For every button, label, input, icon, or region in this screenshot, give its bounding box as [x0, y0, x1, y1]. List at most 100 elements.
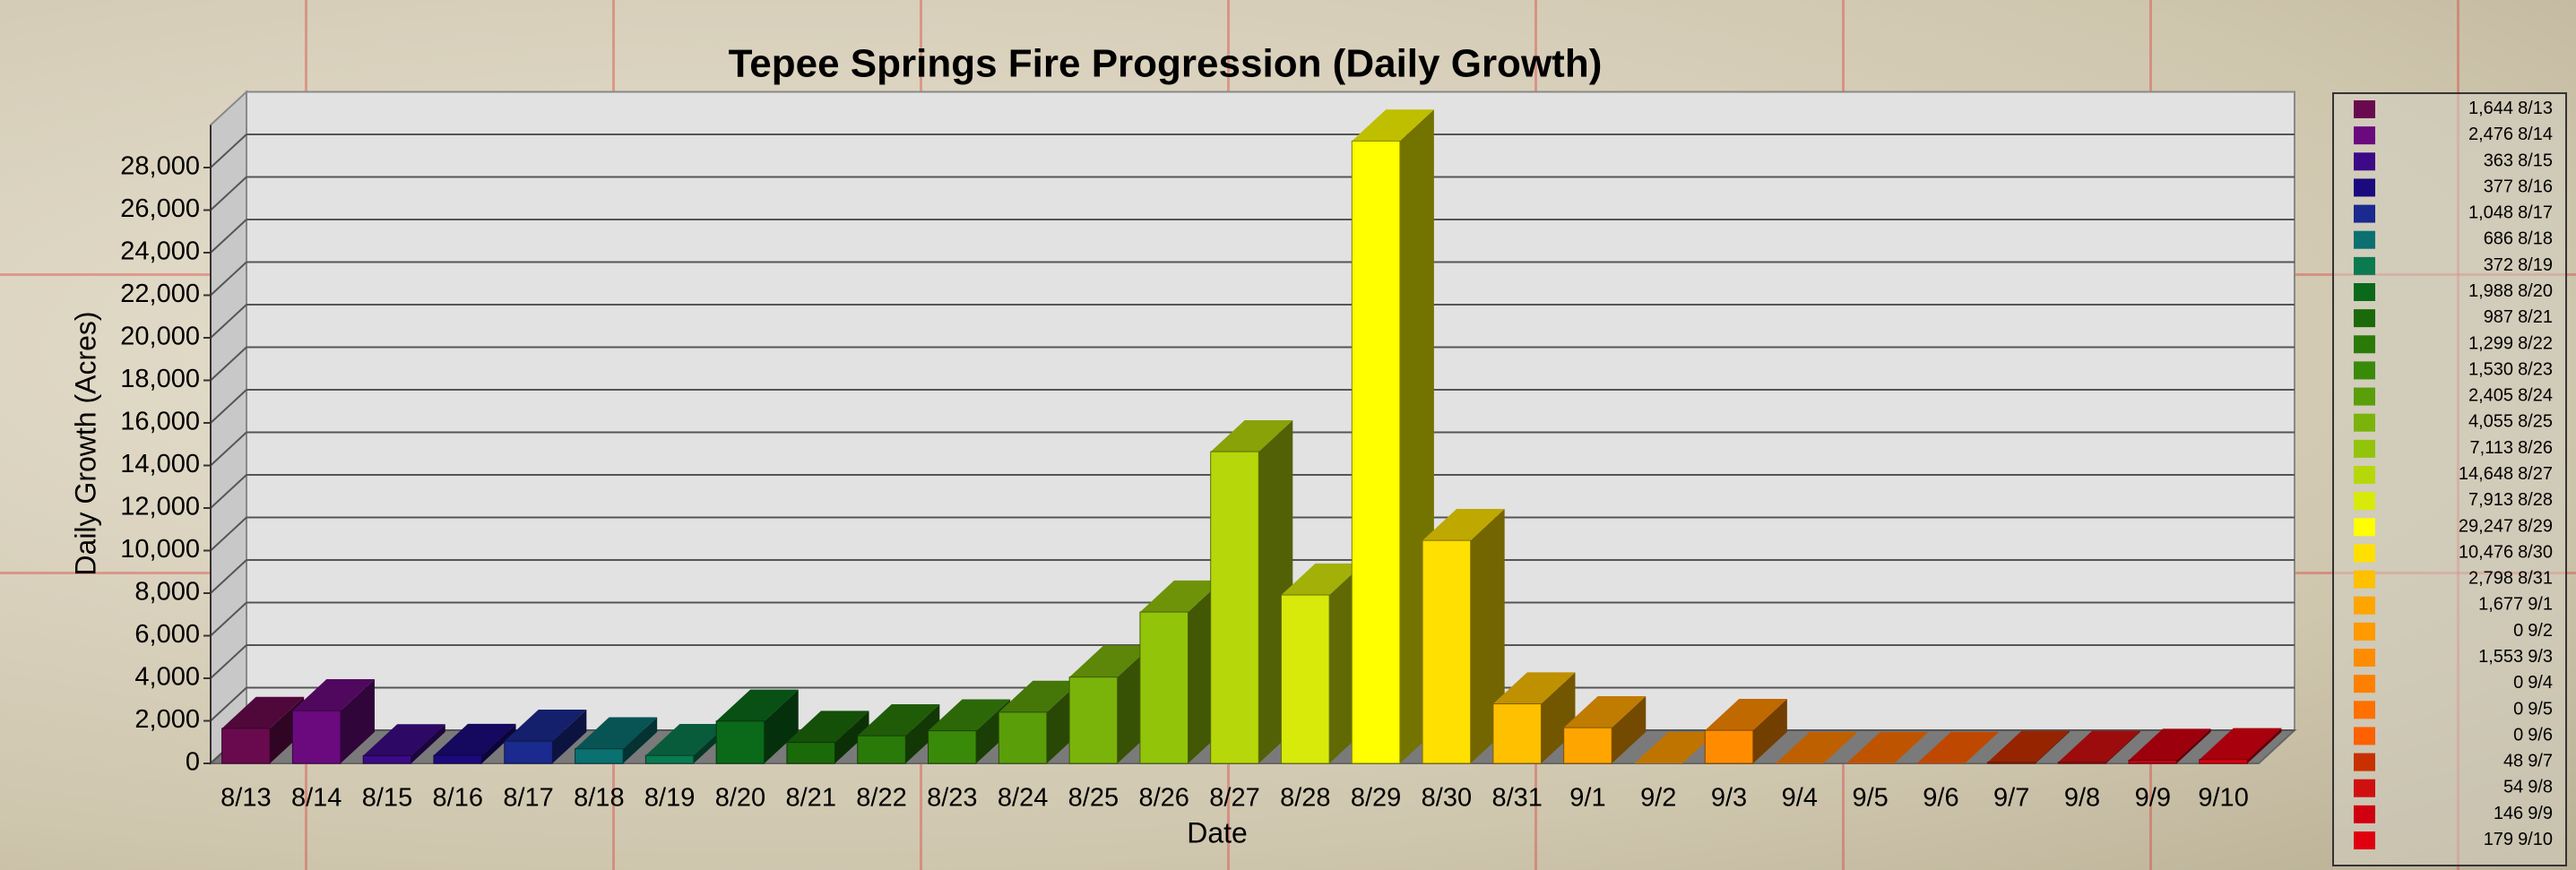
bar	[716, 721, 765, 763]
legend-value: 1,644	[2468, 99, 2513, 118]
legend-date: 9/6	[2528, 726, 2553, 745]
chart-title: Tepee Springs Fire Progression (Daily Gr…	[729, 42, 1603, 86]
legend-value: 4,055	[2468, 412, 2513, 432]
legend-date: 8/16	[2518, 177, 2553, 197]
legend-date: 8/15	[2518, 151, 2553, 171]
x-tick-label: 9/3	[1711, 784, 1747, 813]
x-tick-label: 8/23	[927, 784, 977, 813]
x-tick-label: 8/19	[644, 784, 695, 813]
x-tick-label: 8/21	[786, 784, 836, 813]
legend-date: 8/24	[2518, 386, 2553, 406]
bar	[1211, 452, 1259, 763]
legend-date: 8/31	[2518, 569, 2553, 589]
legend-swatch	[2354, 623, 2375, 641]
bar	[1564, 728, 1612, 763]
legend-value: 1,553	[2478, 647, 2523, 667]
bar	[2200, 760, 2248, 763]
legend-value: 1,048	[2468, 203, 2513, 223]
legend-label: 3728/19	[2484, 255, 2553, 275]
x-tick-label: 8/16	[433, 784, 483, 813]
legend-swatch	[2354, 518, 2375, 536]
legend-value: 1,988	[2468, 281, 2513, 301]
y-tick-label: 14,000	[120, 450, 200, 478]
y-tick-label: 16,000	[120, 408, 200, 436]
legend-value: 146	[2494, 804, 2523, 823]
x-tick-label: 8/14	[291, 784, 341, 813]
y-tick-label: 18,000	[120, 365, 200, 393]
bar	[1140, 612, 1189, 763]
y-axis-title: Daily Growth (Acres)	[69, 311, 101, 575]
bar	[1282, 595, 1330, 763]
legend-label: 10,4768/30	[2459, 543, 2553, 563]
y-tick-label: 22,000	[120, 280, 200, 308]
legend-date: 9/7	[2528, 752, 2553, 771]
bar	[292, 711, 341, 763]
legend-label: 1,644 8/13	[2468, 99, 2553, 118]
legend-swatch	[2354, 388, 2375, 406]
x-tick-label: 9/9	[2135, 784, 2171, 813]
legend-swatch	[2354, 571, 2375, 589]
legend-swatch	[2354, 754, 2375, 771]
legend-value: 987	[2484, 307, 2513, 327]
legend-label: 48 9/7	[2503, 752, 2553, 771]
legend-value: 372	[2484, 255, 2513, 275]
x-tick-label: 8/30	[1422, 784, 1472, 813]
legend-label: 7,1138/26	[2469, 438, 2553, 458]
legend-date: 9/8	[2528, 778, 2553, 797]
bar	[222, 728, 271, 763]
x-tick-label: 9/2	[1640, 784, 1676, 813]
legend-label: 1469/9	[2494, 804, 2553, 823]
x-tick-label: 9/4	[1782, 784, 1818, 813]
legend-swatch	[2354, 178, 2375, 196]
legend-swatch	[2354, 805, 2375, 823]
legend-value: 1,677	[2478, 595, 2523, 615]
chart: Tepee Springs Fire Progression (Daily Gr…	[0, 0, 2576, 870]
legend-swatch	[2354, 440, 2375, 458]
legend-date: 9/3	[2528, 647, 2553, 667]
y-tick-label: 6,000	[134, 620, 200, 649]
legend-value: 0	[2513, 673, 2523, 693]
legend-swatch	[2354, 780, 2375, 797]
x-axis-title: Date	[1187, 816, 1248, 848]
x-tick-label: 9/5	[1852, 784, 1888, 813]
legend-swatch	[2354, 205, 2375, 223]
legend-value: 54	[2503, 778, 2523, 797]
y-tick-label: 26,000	[120, 194, 200, 223]
legend-date: 8/13	[2518, 99, 2553, 118]
legend-value: 363	[2484, 151, 2513, 171]
legend-date: 8/14	[2518, 125, 2553, 144]
legend-label: 7,9138/28	[2468, 490, 2553, 510]
legend-swatch	[2354, 231, 2375, 249]
bar	[2129, 761, 2177, 763]
legend-date: 8/27	[2518, 464, 2553, 484]
bar	[575, 749, 624, 763]
legend-value: 10,476	[2459, 543, 2513, 563]
legend-swatch	[2354, 335, 2375, 353]
legend-label: 3778/16	[2484, 177, 2553, 197]
y-tick-label: 24,000	[120, 237, 200, 266]
y-tick-label: 10,000	[120, 535, 200, 564]
bar	[505, 741, 553, 763]
x-tick-label: 9/8	[2064, 784, 2100, 813]
x-tick-label: 9/10	[2198, 784, 2248, 813]
legend-swatch	[2354, 701, 2375, 719]
legend-swatch	[2354, 675, 2375, 693]
legend-date: 9/5	[2528, 700, 2553, 719]
legend-swatch	[2354, 100, 2375, 118]
bar	[1422, 540, 1471, 763]
legend-swatch	[2354, 597, 2375, 615]
y-tick-label: 4,000	[134, 663, 200, 692]
legend-value: 2,476	[2468, 125, 2513, 144]
y-tick-label: 0	[186, 748, 200, 777]
legend-value: 179	[2484, 830, 2513, 849]
legend-label: 3638/15	[2484, 151, 2553, 171]
legend-date: 9/1	[2528, 595, 2553, 615]
bar	[363, 755, 411, 763]
legend-value: 48	[2503, 752, 2523, 771]
page: Tepee Springs Fire Progression (Daily Gr…	[0, 0, 2576, 870]
legend-value: 7,113	[2469, 438, 2513, 458]
